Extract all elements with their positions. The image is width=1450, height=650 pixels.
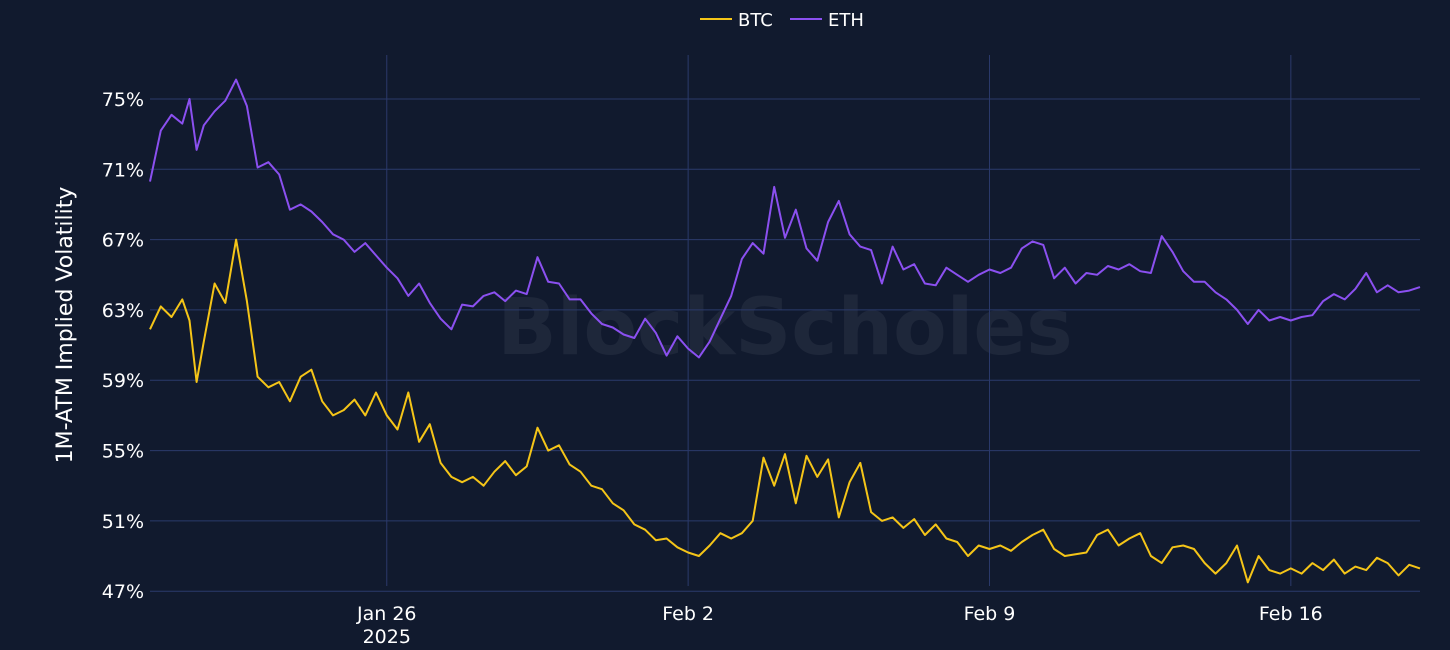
legend-item-btc[interactable]: BTC: [700, 10, 773, 31]
series-line-btc: [149, 238, 1421, 584]
y-tick-label: 55%: [102, 441, 144, 463]
x-tick-label: Jan 26: [356, 603, 417, 625]
y-tick-label: 47%: [102, 581, 144, 603]
y-tick-label: 67%: [102, 230, 144, 252]
x-tick-label: Feb 2: [662, 603, 714, 625]
y-axis-title: 1M-ATM Implied Volatility: [53, 187, 78, 464]
legend-label: BTC: [738, 10, 773, 31]
series-layer: [149, 78, 1421, 584]
x-tick-sublabel: 2025: [363, 626, 411, 648]
legend-item-eth[interactable]: ETH: [790, 10, 864, 31]
series-line-eth: [149, 78, 1421, 359]
x-tick-label: Feb 16: [1259, 603, 1323, 625]
y-tick-label: 51%: [102, 511, 144, 533]
y-tick-label: 71%: [102, 159, 144, 181]
legend-label: ETH: [828, 10, 864, 31]
grid: [150, 55, 1420, 592]
legend[interactable]: BTC ETH: [700, 10, 864, 31]
y-tick-label: 63%: [102, 300, 144, 322]
y-axis-ticks: 47% 51% 55% 59% 63% 67% 71% 75%: [102, 89, 144, 603]
watermark: BlockScholes: [497, 283, 1072, 373]
x-tick-label: Feb 9: [964, 603, 1016, 625]
y-tick-label: 59%: [102, 370, 144, 392]
y-tick-label: 75%: [102, 89, 144, 111]
